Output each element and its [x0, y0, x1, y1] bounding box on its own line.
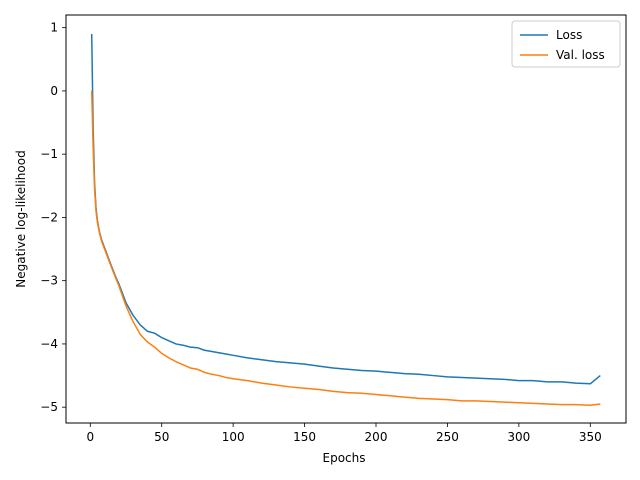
x-tick-label: 0	[86, 430, 94, 444]
legend: Loss Val. loss	[511, 20, 621, 68]
y-tick-label: 0	[50, 84, 58, 98]
x-tick-label: 200	[365, 430, 388, 444]
x-tick-label: 100	[222, 430, 245, 444]
x-tick-label: 150	[293, 430, 316, 444]
y-tick-label: −5	[40, 400, 58, 414]
x-tick-label: 300	[507, 430, 530, 444]
x-tick-label: 50	[154, 430, 169, 444]
x-tick-label: 250	[436, 430, 459, 444]
x-tick-label: 350	[579, 430, 602, 444]
y-tick-label: −1	[40, 147, 58, 161]
y-tick-label: −2	[40, 210, 58, 224]
y-tick-label: −4	[40, 337, 58, 351]
x-axis-title: Epochs	[323, 451, 366, 465]
plot-area	[65, 14, 627, 424]
legend-label: Val. loss	[556, 48, 605, 62]
y-axis-title: Negative log-likelihood	[14, 150, 28, 287]
series-line-val-loss	[90, 90, 601, 407]
legend-label: Loss	[556, 28, 582, 42]
y-tick-label: 1	[50, 21, 58, 35]
y-tick-label: −3	[40, 274, 58, 288]
